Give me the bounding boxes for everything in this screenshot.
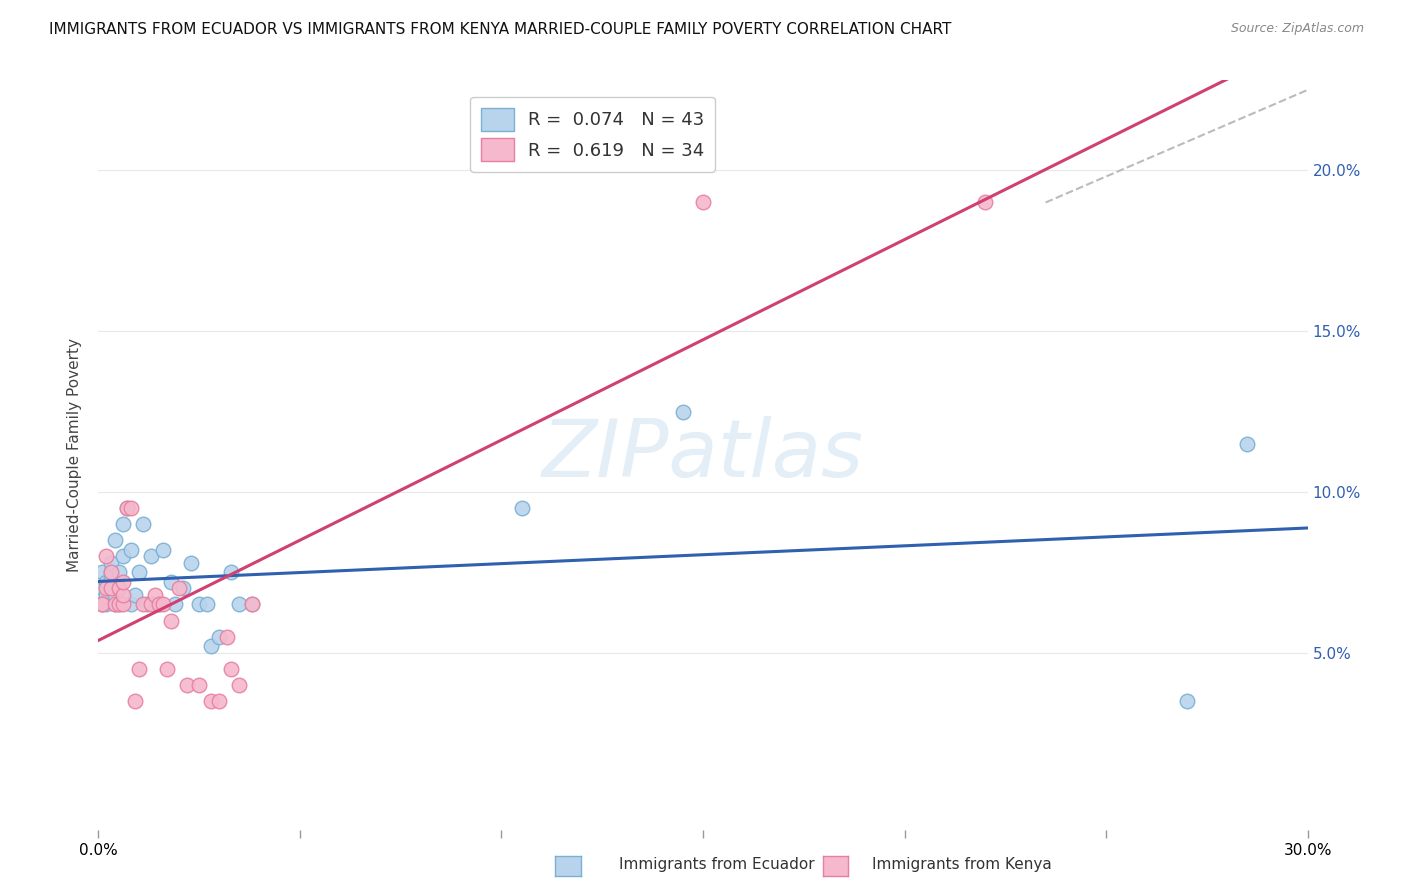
Point — [228, 598, 250, 612]
Point — [148, 598, 170, 612]
Point — [115, 500, 138, 515]
Point — [143, 588, 166, 602]
Text: Source: ZipAtlas.com: Source: ZipAtlas.com — [1230, 22, 1364, 36]
Text: IMMIGRANTS FROM ECUADOR VS IMMIGRANTS FROM KENYA MARRIED-COUPLE FAMILY POVERTY C: IMMIGRANTS FROM ECUADOR VS IMMIGRANTS FR… — [49, 22, 952, 37]
Point — [96, 582, 118, 596]
Point — [107, 598, 129, 612]
Point — [208, 694, 231, 708]
Point — [692, 195, 714, 210]
Point — [148, 598, 170, 612]
Point — [152, 598, 174, 612]
Point — [1175, 694, 1198, 708]
Point — [91, 566, 114, 580]
Point — [128, 566, 150, 580]
Point — [120, 500, 142, 515]
Point — [107, 566, 129, 580]
Point — [103, 588, 125, 602]
Point — [103, 598, 125, 612]
Point — [96, 588, 118, 602]
Point — [100, 556, 122, 570]
Point — [111, 598, 134, 612]
Point — [672, 404, 695, 418]
Point — [107, 582, 129, 596]
Point — [172, 582, 194, 596]
Point — [156, 662, 179, 676]
Point — [188, 598, 211, 612]
Point — [103, 533, 125, 548]
Point — [135, 598, 157, 612]
Point — [188, 678, 211, 692]
Point — [163, 598, 186, 612]
Point — [240, 598, 263, 612]
Point — [107, 598, 129, 612]
Point — [91, 598, 114, 612]
Point — [96, 549, 118, 564]
Point — [91, 598, 114, 612]
Point — [132, 517, 155, 532]
Point — [103, 598, 125, 612]
Point — [160, 614, 183, 628]
Text: Immigrants from Kenya: Immigrants from Kenya — [872, 857, 1052, 872]
Point — [167, 582, 190, 596]
Point — [180, 556, 202, 570]
Point — [152, 542, 174, 557]
Point — [228, 678, 250, 692]
Point — [120, 598, 142, 612]
Point — [510, 500, 533, 515]
Point — [111, 574, 134, 589]
Point — [974, 195, 997, 210]
Point — [221, 566, 243, 580]
Point — [111, 588, 134, 602]
Point — [100, 566, 122, 580]
Point — [107, 582, 129, 596]
Text: ZIPatlas: ZIPatlas — [541, 416, 865, 494]
Point — [111, 517, 134, 532]
Legend: R =  0.074   N = 43, R =  0.619   N = 34: R = 0.074 N = 43, R = 0.619 N = 34 — [470, 97, 716, 172]
Point — [132, 598, 155, 612]
Point — [217, 630, 239, 644]
Point — [221, 662, 243, 676]
Point — [200, 640, 222, 654]
Text: Immigrants from Ecuador: Immigrants from Ecuador — [619, 857, 814, 872]
Point — [160, 574, 183, 589]
Point — [111, 549, 134, 564]
Point — [100, 582, 122, 596]
Point — [240, 598, 263, 612]
Point — [195, 598, 218, 612]
Point — [115, 500, 138, 515]
Point — [120, 542, 142, 557]
Point — [91, 582, 114, 596]
Point — [100, 566, 122, 580]
Y-axis label: Married-Couple Family Poverty: Married-Couple Family Poverty — [67, 338, 83, 572]
Point — [176, 678, 198, 692]
Point — [91, 598, 114, 612]
Point — [100, 572, 122, 586]
Point — [139, 549, 162, 564]
Point — [100, 582, 122, 596]
Point — [208, 630, 231, 644]
Point — [200, 694, 222, 708]
Point — [1236, 436, 1258, 450]
Point — [96, 574, 118, 589]
Point — [124, 694, 146, 708]
Point — [128, 662, 150, 676]
Point — [124, 588, 146, 602]
Point — [96, 598, 118, 612]
Point — [139, 598, 162, 612]
